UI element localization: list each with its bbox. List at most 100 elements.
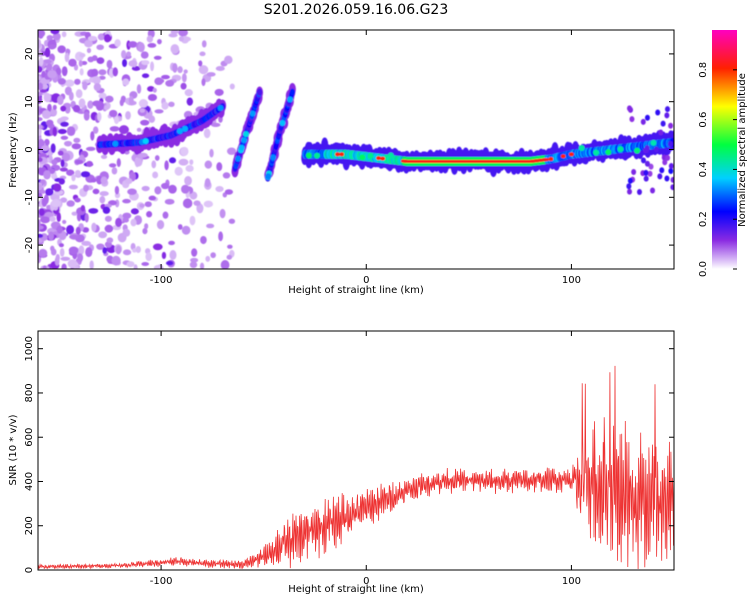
spectrogram-cell: [170, 30, 179, 34]
spectrogram-cell: [206, 72, 216, 77]
spectrogram-cell: [643, 169, 649, 176]
spectrogram-cell: [147, 43, 157, 48]
spectrogram-cell: [43, 92, 52, 103]
spectrogram-y-axis-label: Frequency (Hz): [8, 112, 19, 188]
spectrogram-cell: [140, 51, 149, 59]
spectrogram-cell: [126, 261, 135, 268]
spectrogram-cell: [83, 111, 90, 121]
spectrogram-cell: [55, 67, 62, 76]
spectrogram-cell: [60, 159, 65, 168]
spectrogram-cell: [84, 39, 93, 48]
spectrogram-cell: [186, 97, 194, 106]
spectrogram-cell: [150, 61, 155, 72]
spectrogram-cell: [104, 224, 114, 233]
spectrogram-cell: [92, 75, 101, 85]
spectrogram-cell: [142, 227, 148, 235]
spectrogram-cell: [50, 143, 56, 154]
spectrogram-cell: [49, 216, 56, 222]
spectrogram-cell: [135, 245, 141, 253]
spectrogram-cell: [636, 189, 642, 196]
spectrogram-cell: [168, 33, 178, 38]
spectrogram-cell: [168, 240, 175, 246]
spectrogram-cell: [41, 197, 48, 207]
spectrogram-cell: [660, 120, 666, 127]
spectrogram-cell: [115, 245, 122, 255]
spectrogram-cell: [153, 264, 163, 269]
spectrogram-cell: [71, 211, 78, 216]
spectrogram-cell: [43, 170, 51, 180]
spectrogram-cell: [48, 44, 57, 49]
spectrogram-cell: [172, 62, 178, 73]
spectrogram-cell: [235, 155, 242, 162]
spectrogram-cell: [631, 168, 637, 175]
spectrogram-cell: [38, 38, 42, 49]
spectrogram-cell: [157, 38, 162, 45]
spectrogram-cell: [376, 156, 382, 161]
spectrogram-cell: [154, 109, 164, 114]
spectrogram-cell: [209, 148, 214, 158]
spectrogram-cell: [93, 83, 102, 92]
spectrogram-cell: [181, 73, 187, 83]
colorbar-tick-label: 0.0: [698, 261, 709, 277]
spectrogram-cell: [178, 30, 188, 37]
spectrogram-cell: [201, 40, 207, 48]
spectrogram-cell: [670, 176, 674, 183]
spectrogram-cell: [593, 149, 600, 156]
spectrogram-cell: [98, 69, 107, 76]
spectrogram-cell: [75, 89, 83, 99]
spectrogram-cell: [122, 78, 130, 86]
spectrogram-cell: [41, 145, 50, 151]
spectrogram-cell: [154, 186, 162, 195]
spectrogram-cell: [668, 167, 674, 174]
spectrogram-cell: [128, 95, 134, 106]
spectrogram-cell: [38, 76, 42, 81]
spectrogram-cell: [121, 49, 127, 59]
snr-x-tick-label: 100: [562, 576, 581, 587]
spectrogram-cell: [40, 189, 46, 194]
spectrogram-cell: [38, 91, 43, 97]
spectrogram-cell: [73, 137, 81, 143]
spectrogram-cell: [114, 39, 121, 48]
spectrogram-cell: [203, 200, 214, 208]
spectrogram-cell: [67, 259, 78, 269]
spectrogram-cell: [60, 121, 69, 127]
colorbar-tick-label: 0.8: [698, 62, 709, 78]
spectrogram-cell: [165, 260, 174, 266]
spectrogram-cell: [238, 144, 245, 151]
spectrogram-cell: [47, 70, 57, 79]
spectrogram-cell: [79, 68, 84, 76]
spectrogram-cell: [87, 100, 94, 109]
snr-y-axis-label: SNR (10 * v/v): [8, 414, 19, 485]
spectrogram-cell: [128, 41, 138, 48]
spectrogram-cell: [109, 126, 120, 132]
spectrogram-cell: [102, 247, 108, 254]
spectrogram-cell: [168, 157, 177, 164]
spectrogram-cell: [578, 145, 585, 152]
spectrogram-cell: [305, 152, 312, 159]
spectrogram-cell: [80, 205, 86, 212]
spectrogram-cell: [116, 158, 121, 168]
spectrogram-cell: [52, 32, 61, 41]
spectrogram-cell: [96, 243, 105, 250]
spectrogram-cell: [38, 192, 43, 198]
spectrogram-cell: [617, 146, 624, 153]
spectrogram-cell: [137, 42, 145, 53]
spectrogram-cell: [38, 30, 46, 38]
spectrogram-cell: [181, 184, 190, 194]
spectrogram-cell: [52, 104, 57, 111]
spectrogram-cell: [658, 129, 664, 136]
spectrogram-cell: [139, 203, 145, 208]
spectrogram-cell: [111, 255, 121, 266]
colorbar-ticks: 0.0 0.2 0.4 0.6 0.8: [698, 62, 737, 277]
spectrogram-cell: [38, 124, 43, 130]
spectrogram-cell: [62, 219, 67, 224]
spectrogram-cell: [112, 67, 118, 77]
spectrogram-cell: [657, 173, 663, 180]
spectrogram-cell: [90, 178, 97, 183]
spectrogram-cell: [289, 88, 295, 96]
spectrogram-cell: [141, 73, 150, 79]
spectrogram-cell: [74, 197, 81, 203]
spectrogram-cell: [174, 166, 183, 176]
